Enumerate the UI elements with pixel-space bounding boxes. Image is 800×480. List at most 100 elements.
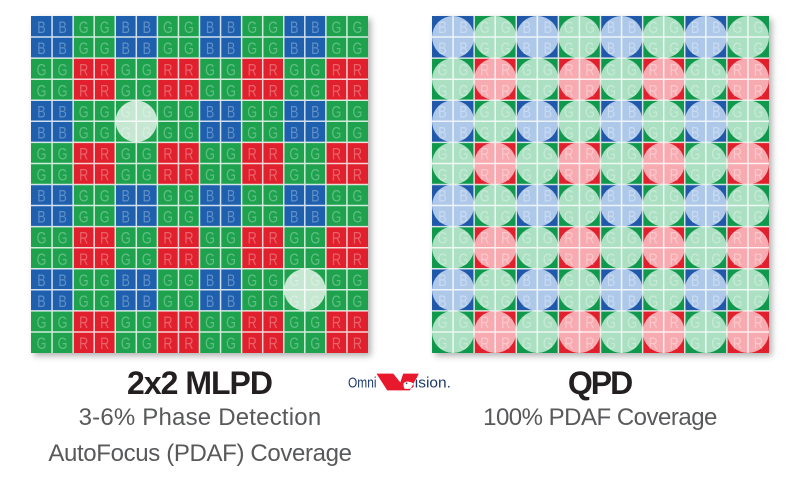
svg-text:G: G bbox=[437, 61, 447, 79]
svg-text:G: G bbox=[690, 251, 700, 269]
svg-text:R: R bbox=[269, 336, 278, 353]
svg-text:G: G bbox=[331, 125, 341, 143]
svg-text:G: G bbox=[542, 146, 552, 164]
svg-text:B: B bbox=[459, 103, 467, 121]
svg-text:G: G bbox=[100, 104, 110, 122]
svg-text:R: R bbox=[79, 315, 88, 333]
svg-text:G: G bbox=[247, 294, 257, 312]
svg-text:G: G bbox=[289, 315, 299, 333]
svg-text:G: G bbox=[585, 188, 595, 206]
svg-text:G: G bbox=[521, 61, 531, 79]
svg-text:R: R bbox=[480, 167, 489, 185]
svg-text:R: R bbox=[184, 336, 193, 353]
svg-text:G: G bbox=[732, 125, 742, 143]
svg-text:R: R bbox=[100, 251, 109, 269]
svg-text:G: G bbox=[753, 188, 763, 206]
svg-text:G: G bbox=[606, 82, 616, 100]
svg-text:G: G bbox=[585, 209, 595, 227]
svg-text:B: B bbox=[627, 103, 635, 121]
svg-text:G: G bbox=[669, 40, 679, 58]
svg-text:G: G bbox=[606, 230, 616, 248]
svg-text:G: G bbox=[58, 251, 68, 269]
svg-text:B: B bbox=[58, 272, 66, 290]
svg-text:R: R bbox=[753, 251, 762, 269]
svg-text:G: G bbox=[142, 336, 152, 353]
svg-text:R: R bbox=[585, 61, 594, 79]
svg-text:G: G bbox=[184, 294, 194, 312]
svg-text:G: G bbox=[163, 125, 173, 143]
svg-text:R: R bbox=[269, 62, 278, 80]
svg-text:G: G bbox=[79, 104, 89, 122]
svg-text:G: G bbox=[711, 230, 721, 248]
svg-text:G: G bbox=[521, 230, 531, 248]
svg-text:G: G bbox=[226, 146, 236, 164]
svg-text:G: G bbox=[753, 103, 763, 121]
svg-text:G: G bbox=[500, 188, 510, 206]
svg-text:R: R bbox=[564, 82, 573, 100]
svg-text:G: G bbox=[690, 61, 700, 79]
svg-text:G: G bbox=[732, 19, 742, 37]
svg-text:G: G bbox=[331, 104, 341, 122]
svg-text:R: R bbox=[269, 230, 278, 248]
svg-text:R: R bbox=[585, 230, 594, 248]
svg-text:R: R bbox=[79, 83, 88, 101]
svg-text:R: R bbox=[585, 146, 594, 164]
svg-text:G: G bbox=[289, 251, 299, 269]
svg-text:R: R bbox=[100, 62, 109, 80]
svg-text:G: G bbox=[479, 103, 489, 121]
svg-text:R: R bbox=[669, 61, 678, 79]
svg-text:B: B bbox=[522, 209, 530, 227]
svg-text:G: G bbox=[205, 230, 215, 248]
svg-text:B: B bbox=[290, 125, 298, 143]
svg-text:R: R bbox=[585, 314, 594, 332]
svg-text:G: G bbox=[542, 82, 552, 100]
svg-text:B: B bbox=[606, 272, 614, 290]
svg-text:B: B bbox=[143, 188, 151, 206]
svg-text:R: R bbox=[648, 146, 657, 164]
svg-text:G: G bbox=[353, 41, 363, 59]
svg-text:G: G bbox=[669, 19, 679, 37]
svg-text:G: G bbox=[753, 40, 763, 58]
svg-text:G: G bbox=[690, 230, 700, 248]
svg-text:G: G bbox=[121, 83, 131, 101]
svg-text:B: B bbox=[37, 41, 45, 59]
svg-text:G: G bbox=[163, 104, 173, 122]
svg-text:B: B bbox=[712, 293, 720, 311]
svg-text:G: G bbox=[648, 188, 658, 206]
svg-text:B: B bbox=[37, 294, 45, 312]
svg-text:R: R bbox=[100, 315, 109, 333]
svg-text:G: G bbox=[184, 272, 194, 290]
svg-text:R: R bbox=[332, 83, 341, 101]
svg-text:G: G bbox=[58, 336, 68, 353]
svg-text:R: R bbox=[480, 230, 489, 248]
svg-text:G: G bbox=[500, 125, 510, 143]
svg-text:B: B bbox=[143, 209, 151, 227]
svg-text:B: B bbox=[206, 294, 214, 312]
svg-text:R: R bbox=[669, 251, 678, 269]
svg-text:R: R bbox=[669, 82, 678, 100]
svg-text:ision.: ision. bbox=[415, 376, 451, 392]
svg-text:R: R bbox=[480, 335, 489, 352]
svg-text:G: G bbox=[121, 146, 131, 164]
svg-text:B: B bbox=[122, 20, 130, 38]
svg-text:G: G bbox=[247, 125, 257, 143]
svg-text:R: R bbox=[353, 251, 362, 269]
svg-text:G: G bbox=[310, 315, 320, 333]
svg-text:B: B bbox=[691, 40, 699, 58]
svg-text:B: B bbox=[712, 103, 720, 121]
svg-text:B: B bbox=[290, 104, 298, 122]
svg-text:G: G bbox=[711, 335, 721, 352]
svg-text:R: R bbox=[353, 336, 362, 353]
svg-text:G: G bbox=[437, 82, 447, 100]
svg-text:B: B bbox=[712, 188, 720, 206]
svg-text:B: B bbox=[606, 293, 614, 311]
svg-text:R: R bbox=[501, 314, 510, 332]
svg-text:B: B bbox=[712, 19, 720, 37]
svg-text:R: R bbox=[332, 62, 341, 80]
svg-text:G: G bbox=[669, 293, 679, 311]
svg-text:R: R bbox=[248, 146, 257, 164]
svg-text:G: G bbox=[37, 167, 47, 185]
svg-text:G: G bbox=[585, 125, 595, 143]
svg-text:G: G bbox=[627, 82, 637, 100]
svg-text:G: G bbox=[753, 19, 763, 37]
